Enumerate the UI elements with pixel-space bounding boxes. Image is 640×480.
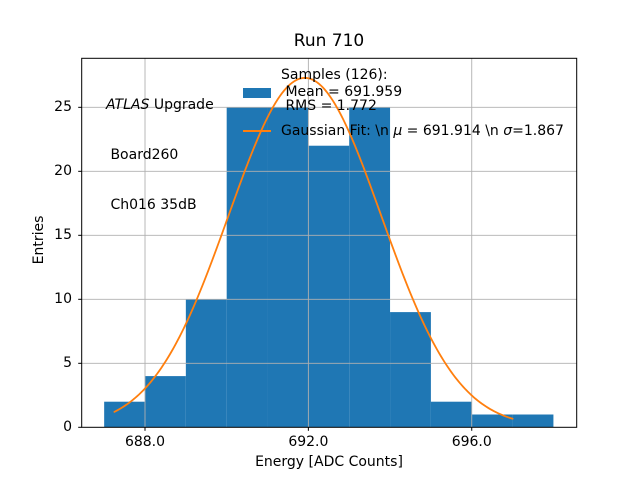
legend-mu-symbol: μ [393, 122, 403, 139]
histogram-bar [430, 401, 472, 428]
annotation-atlas-italic: ATLAS [106, 97, 150, 114]
histogram-bar [471, 414, 513, 428]
legend-gaussian-line [243, 130, 271, 132]
histogram-bar [308, 145, 350, 428]
y-tick-label: 0 [63, 419, 72, 436]
legend-sigma-symbol: σ [503, 122, 513, 139]
legend-gaussian-label: Gaussian Fit: \n μ = 691.914 \n σ=1.867 [281, 124, 564, 138]
histogram-bar [226, 107, 268, 428]
gaussian-fit-curve [113, 76, 514, 420]
legend-gaussian-text-1: = 691.914 \n [402, 122, 504, 139]
histogram-bar [349, 107, 391, 428]
legend-rms-label: RMS = 1.772 [281, 97, 377, 114]
annotation-line-2: Board260 [106, 146, 179, 163]
x-axis-label: Energy [ADC Counts] [255, 454, 403, 470]
legend-histogram-swatch [243, 88, 271, 98]
y-tick-label: 5 [63, 355, 72, 372]
x-tick-label: 696.0 [451, 433, 492, 450]
annotation-line-1: ATLAS Upgrade [106, 97, 214, 114]
histogram-bar [145, 376, 186, 428]
annotation-block: ATLAS Upgrade Board260 Ch016 35dB [106, 64, 214, 247]
y-tick-label: 25 [54, 99, 72, 116]
x-tick-label: 692.0 [288, 433, 329, 450]
annotation-upgrade: Upgrade [149, 97, 214, 114]
histogram-bar [267, 107, 309, 428]
y-tick-label: 20 [54, 163, 72, 180]
legend-gaussian-text-0: Gaussian Fit: \n [281, 122, 394, 139]
x-tick-label: 688.0 [124, 433, 166, 450]
annotation-line-3: Ch016 35dB [106, 196, 197, 213]
y-tick-label: 15 [54, 227, 72, 244]
y-tick-label: 10 [54, 291, 72, 308]
histogram-bar [512, 414, 554, 428]
plot-title: Run 710 [293, 31, 365, 51]
legend-samples-label: Samples (126): [281, 67, 388, 83]
axes-frame [81, 57, 578, 428]
legend-mean-label: Mean = 691.959 [281, 83, 403, 100]
legend-gaussian-text-2: =1.867 [512, 122, 564, 139]
histogram-bar [390, 312, 431, 428]
